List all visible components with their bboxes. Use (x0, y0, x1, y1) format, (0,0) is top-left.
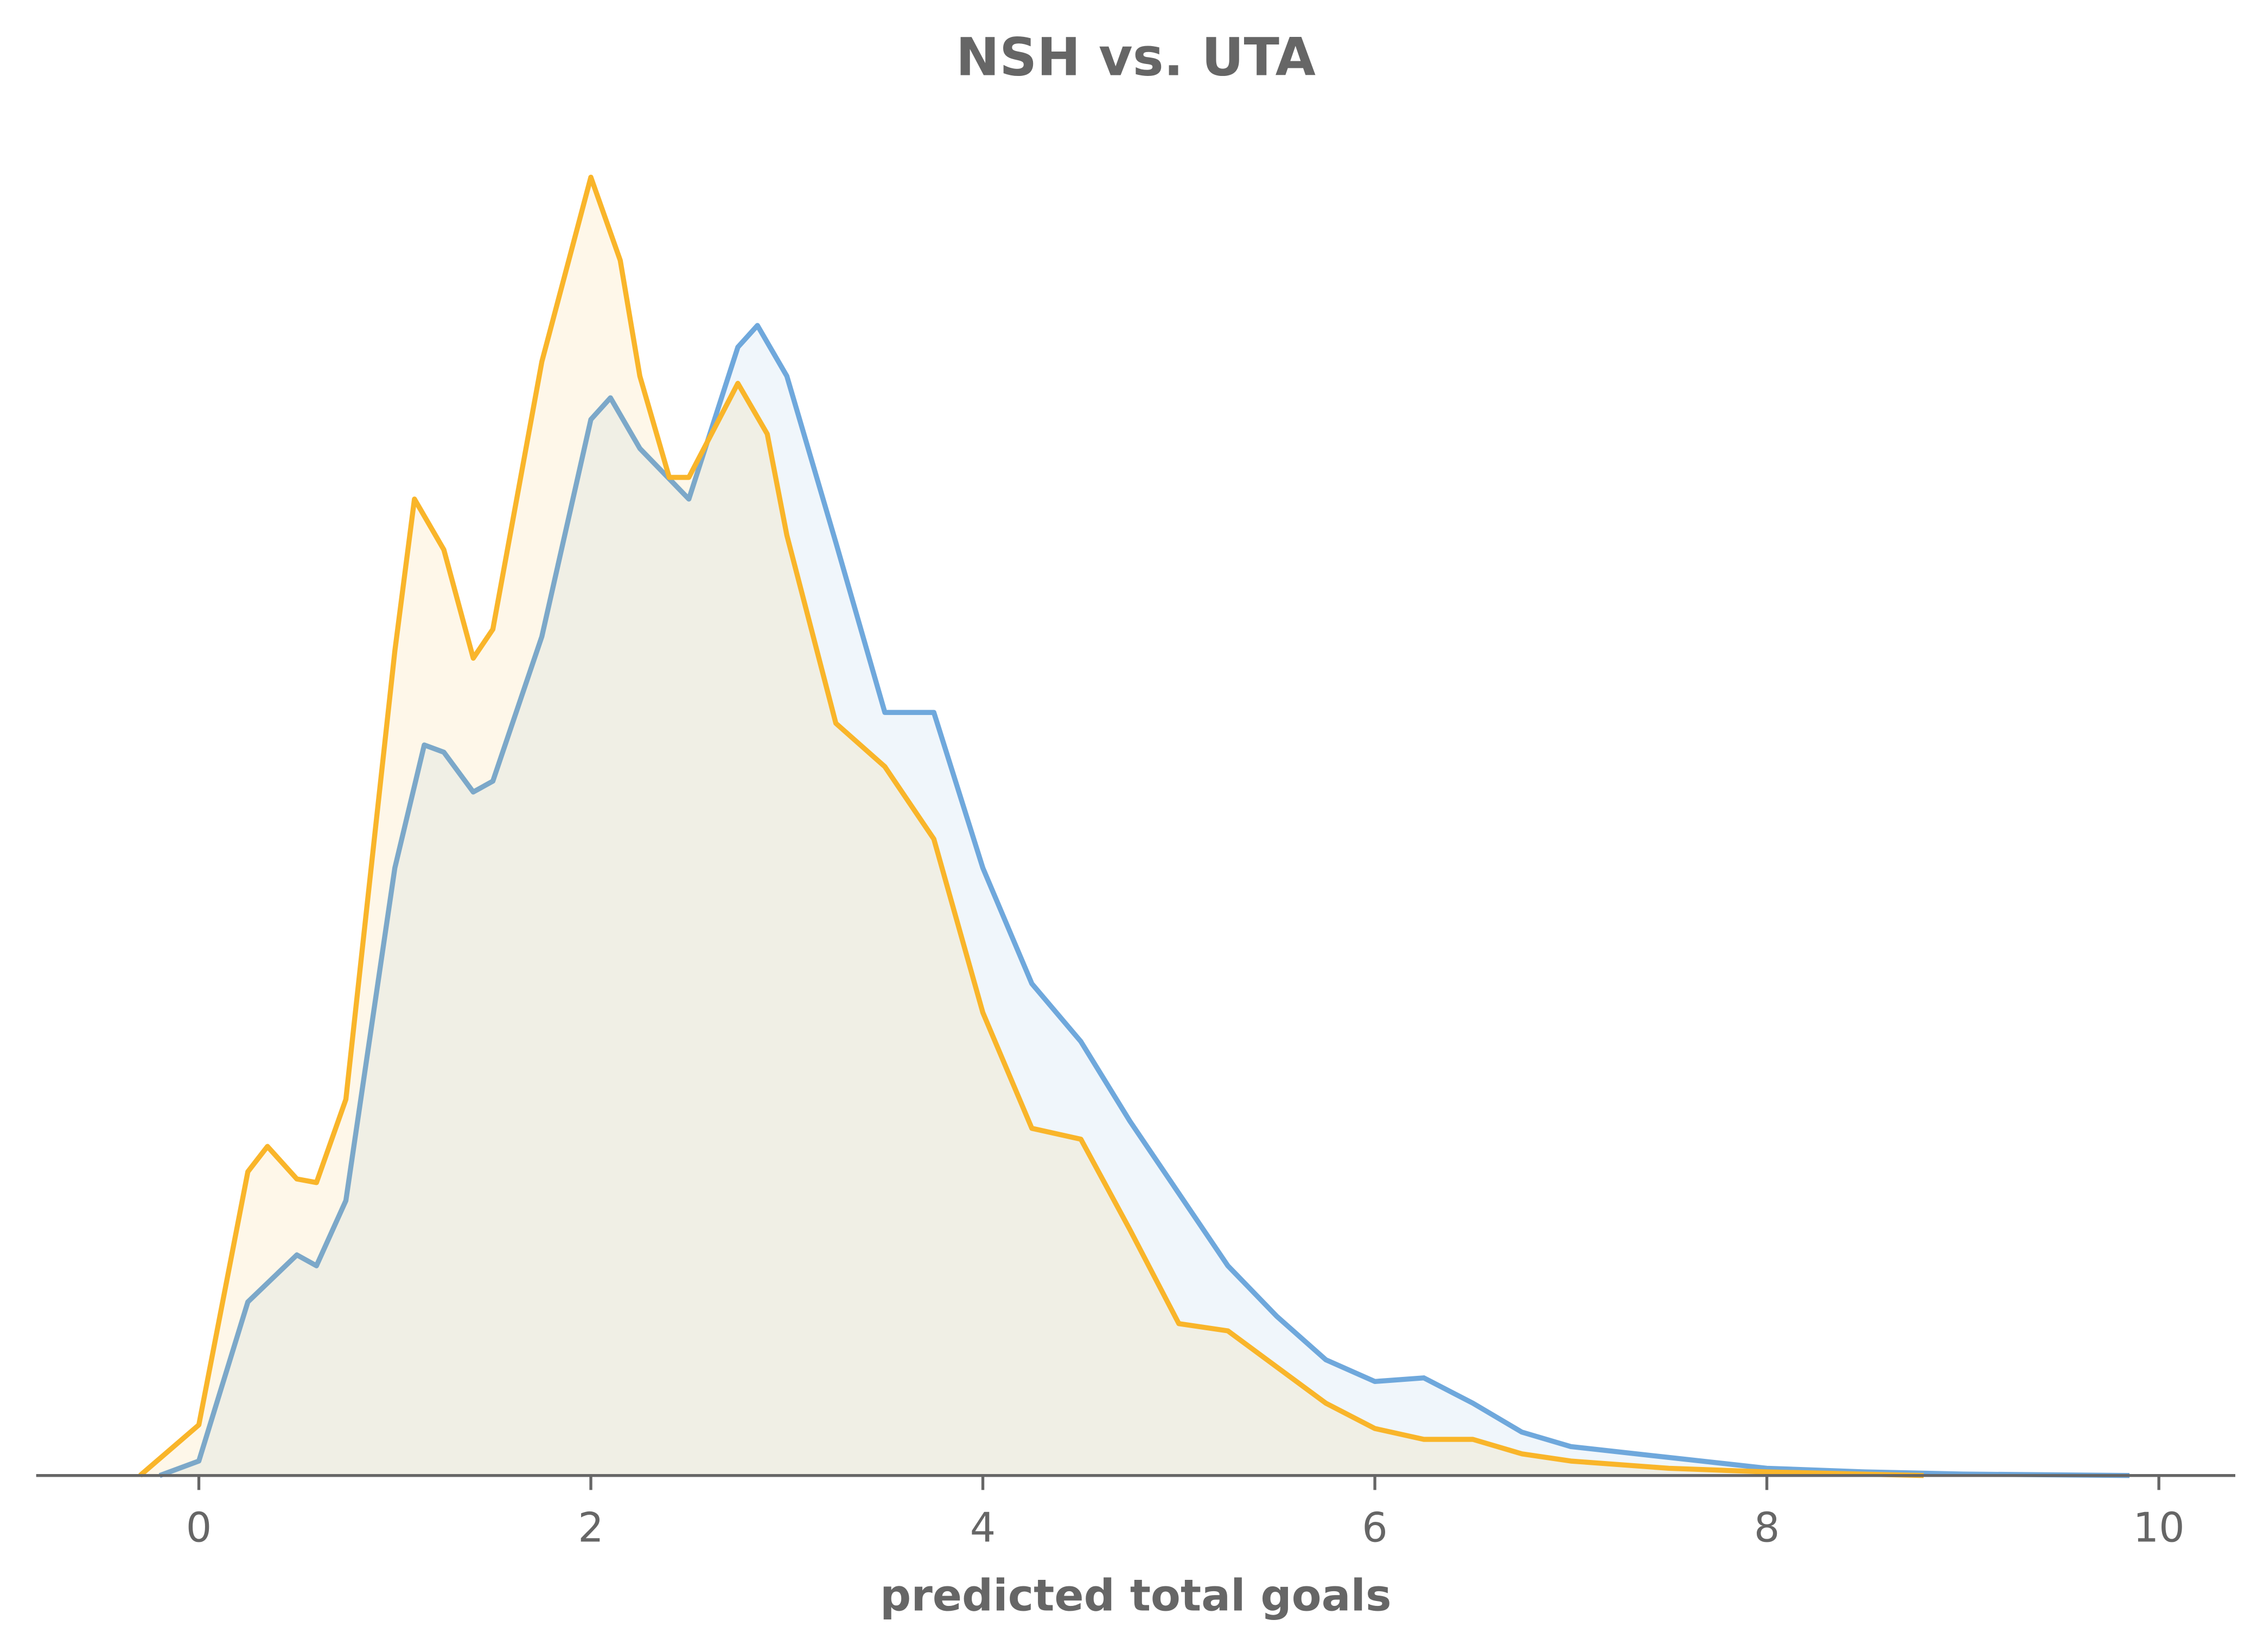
x-axis-label: predicted total goals (880, 1570, 1392, 1621)
x-tick-label: 0 (186, 1504, 212, 1552)
x-tick-label: 10 (2133, 1504, 2185, 1552)
x-tick-label: 8 (1754, 1504, 1780, 1552)
density-line (138, 174, 1924, 1478)
x-tick-label: 4 (970, 1504, 996, 1552)
x-tick-label: 2 (578, 1504, 604, 1552)
x-tick-label: 6 (1362, 1504, 1388, 1552)
density-area (160, 325, 2130, 1476)
density-area (140, 177, 1924, 1476)
chart-title: NSH vs. UTA (956, 27, 1316, 87)
density-line (158, 323, 2130, 1478)
